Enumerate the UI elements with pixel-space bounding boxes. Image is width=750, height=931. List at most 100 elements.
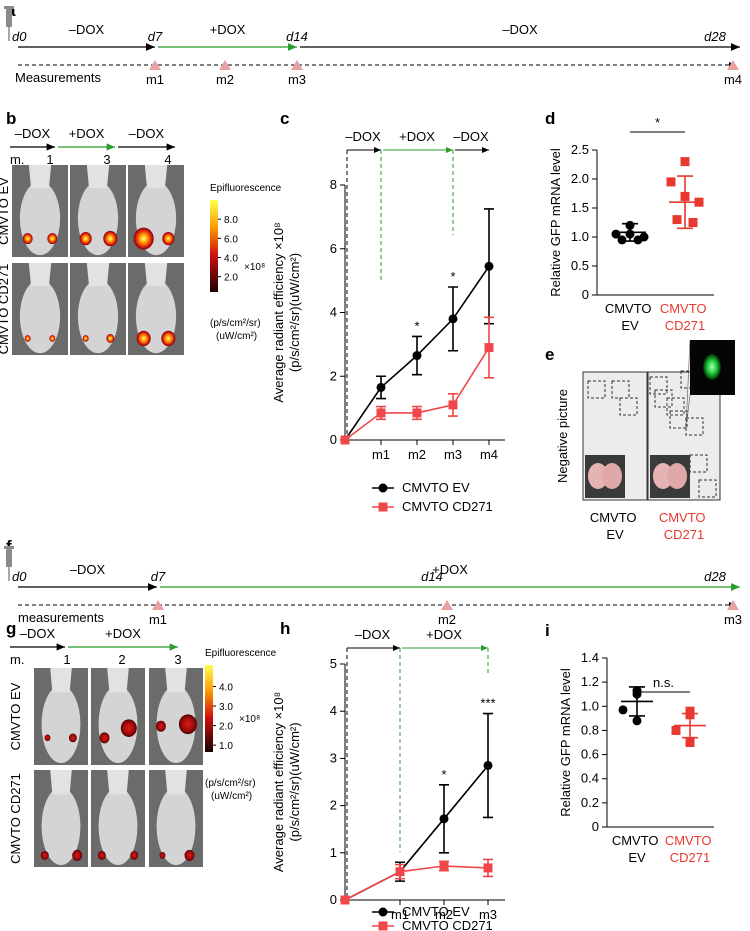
panel-letter: e — [545, 345, 554, 364]
y-axis-label: (p/s/cm²/sr)(uW/cm²) — [287, 253, 302, 372]
mouse-body — [41, 787, 81, 866]
colorbar-label: 3.0 — [219, 702, 233, 713]
y-tick-label: 0 — [582, 287, 589, 302]
mouse-body — [19, 279, 61, 354]
y-axis-label: Relative GFP mRNA level — [548, 148, 563, 297]
signal — [159, 852, 166, 859]
y-tick-label: 0 — [330, 892, 337, 907]
label-line: EV — [628, 850, 646, 865]
label-line: CMVTO — [590, 510, 640, 525]
y-tick-label: 2.5 — [571, 142, 589, 157]
phase-label: +DOX — [399, 129, 435, 144]
mouse-head — [165, 668, 187, 693]
mouse-head — [28, 263, 52, 286]
signal — [22, 233, 33, 245]
phase-label: +DOX — [432, 562, 468, 577]
x-tick-label: CMVTO CD271 — [665, 833, 715, 865]
signal — [97, 850, 106, 860]
data-point — [448, 314, 458, 324]
colorbar-label: 2.0 — [219, 722, 233, 733]
signal — [68, 733, 77, 743]
colorbar-scale: ×10⁸ — [244, 262, 265, 273]
signal — [184, 849, 195, 861]
signal — [79, 232, 92, 246]
measure-label: m3 — [288, 72, 306, 87]
panel-letter: d — [545, 109, 555, 128]
signal — [120, 719, 137, 737]
y-axis-label: Average radiant efficiency ×10⁸ — [271, 692, 286, 872]
mouse-head — [107, 770, 129, 795]
phase-label: –DOX — [70, 562, 106, 577]
m-label: m. — [10, 652, 24, 667]
phase-label: +DOX — [69, 126, 105, 141]
measure-marker — [149, 60, 161, 70]
m-number: 2 — [118, 652, 125, 667]
mouse-body — [156, 787, 196, 866]
row-label: CMVTO EV — [8, 682, 23, 750]
y-tick-label: 2.0 — [571, 171, 589, 186]
syringe — [4, 6, 14, 9]
mouse-head — [86, 263, 110, 286]
data-point — [340, 435, 350, 445]
colorbar-units: (uW/cm²) — [216, 331, 257, 342]
y-tick-label: 4 — [330, 703, 337, 718]
day-label: d0 — [12, 569, 27, 584]
y-tick-label: 0 — [330, 432, 337, 447]
mouse-body — [41, 685, 81, 764]
row-label: CMVTO CD271 — [8, 773, 23, 864]
phase-label: –DOX — [355, 627, 391, 642]
mouse-head — [165, 770, 187, 795]
colorbar-units: (p/s/cm²/sr) — [210, 318, 261, 329]
phase-label: +DOX — [426, 627, 462, 642]
phase-label: –DOX — [69, 22, 105, 37]
lung — [653, 463, 673, 489]
signal — [161, 330, 176, 347]
data-point — [448, 400, 458, 410]
lesion-box — [698, 479, 717, 498]
colorbar-label: 4.0 — [224, 254, 238, 265]
signal — [72, 849, 83, 861]
phase-label: –DOX — [345, 129, 381, 144]
signal — [49, 335, 56, 342]
data-point — [688, 218, 698, 227]
data-point — [618, 705, 628, 715]
measure-marker — [727, 60, 739, 70]
zoom-line — [685, 339, 691, 429]
y-tick-label: 1.0 — [581, 698, 599, 713]
day-label: d7 — [148, 29, 163, 44]
measure-label: m1 — [146, 72, 164, 87]
error-bar — [622, 222, 638, 242]
panel-letter: g — [6, 619, 16, 638]
lesion-box — [649, 376, 668, 395]
y-axis-label: Average radiant efficiency ×10⁸ — [271, 222, 286, 402]
significance: *** — [480, 696, 495, 711]
y-axis-label: Relative GFP mRNA level — [558, 668, 573, 817]
x-tick-label: m3 — [444, 447, 462, 462]
data-point — [483, 760, 493, 770]
colorbar-units: (p/s/cm²/sr) — [205, 778, 256, 789]
signal — [155, 720, 166, 732]
label-line: CMVTO — [659, 510, 709, 525]
legend-label: CMVTO EV — [402, 904, 470, 919]
signal — [133, 227, 154, 250]
panel-letter: b — [6, 109, 16, 128]
y-tick-label: 3 — [330, 750, 337, 765]
y-tick-label: 1.5 — [571, 200, 589, 215]
phase-label: –DOX — [129, 126, 165, 141]
m-number: 3 — [174, 652, 181, 667]
y-axis-label: (p/s/cm²/sr)(uW/cm²) — [287, 722, 302, 841]
colorbar-label: 8.0 — [224, 215, 238, 226]
significance: * — [450, 269, 455, 284]
label-line: CD271 — [665, 318, 705, 333]
x-tick-label: CMVTO EV — [612, 833, 662, 865]
data-point — [680, 157, 690, 167]
data-point — [671, 725, 681, 735]
y-tick-label: 8 — [330, 177, 337, 192]
data-point — [632, 716, 642, 726]
panel-letter: c — [280, 109, 289, 128]
x-tick-label: m1 — [372, 447, 390, 462]
measure-label: m2 — [216, 72, 234, 87]
y-tick-label: 2 — [330, 798, 337, 813]
significance: * — [414, 318, 419, 333]
